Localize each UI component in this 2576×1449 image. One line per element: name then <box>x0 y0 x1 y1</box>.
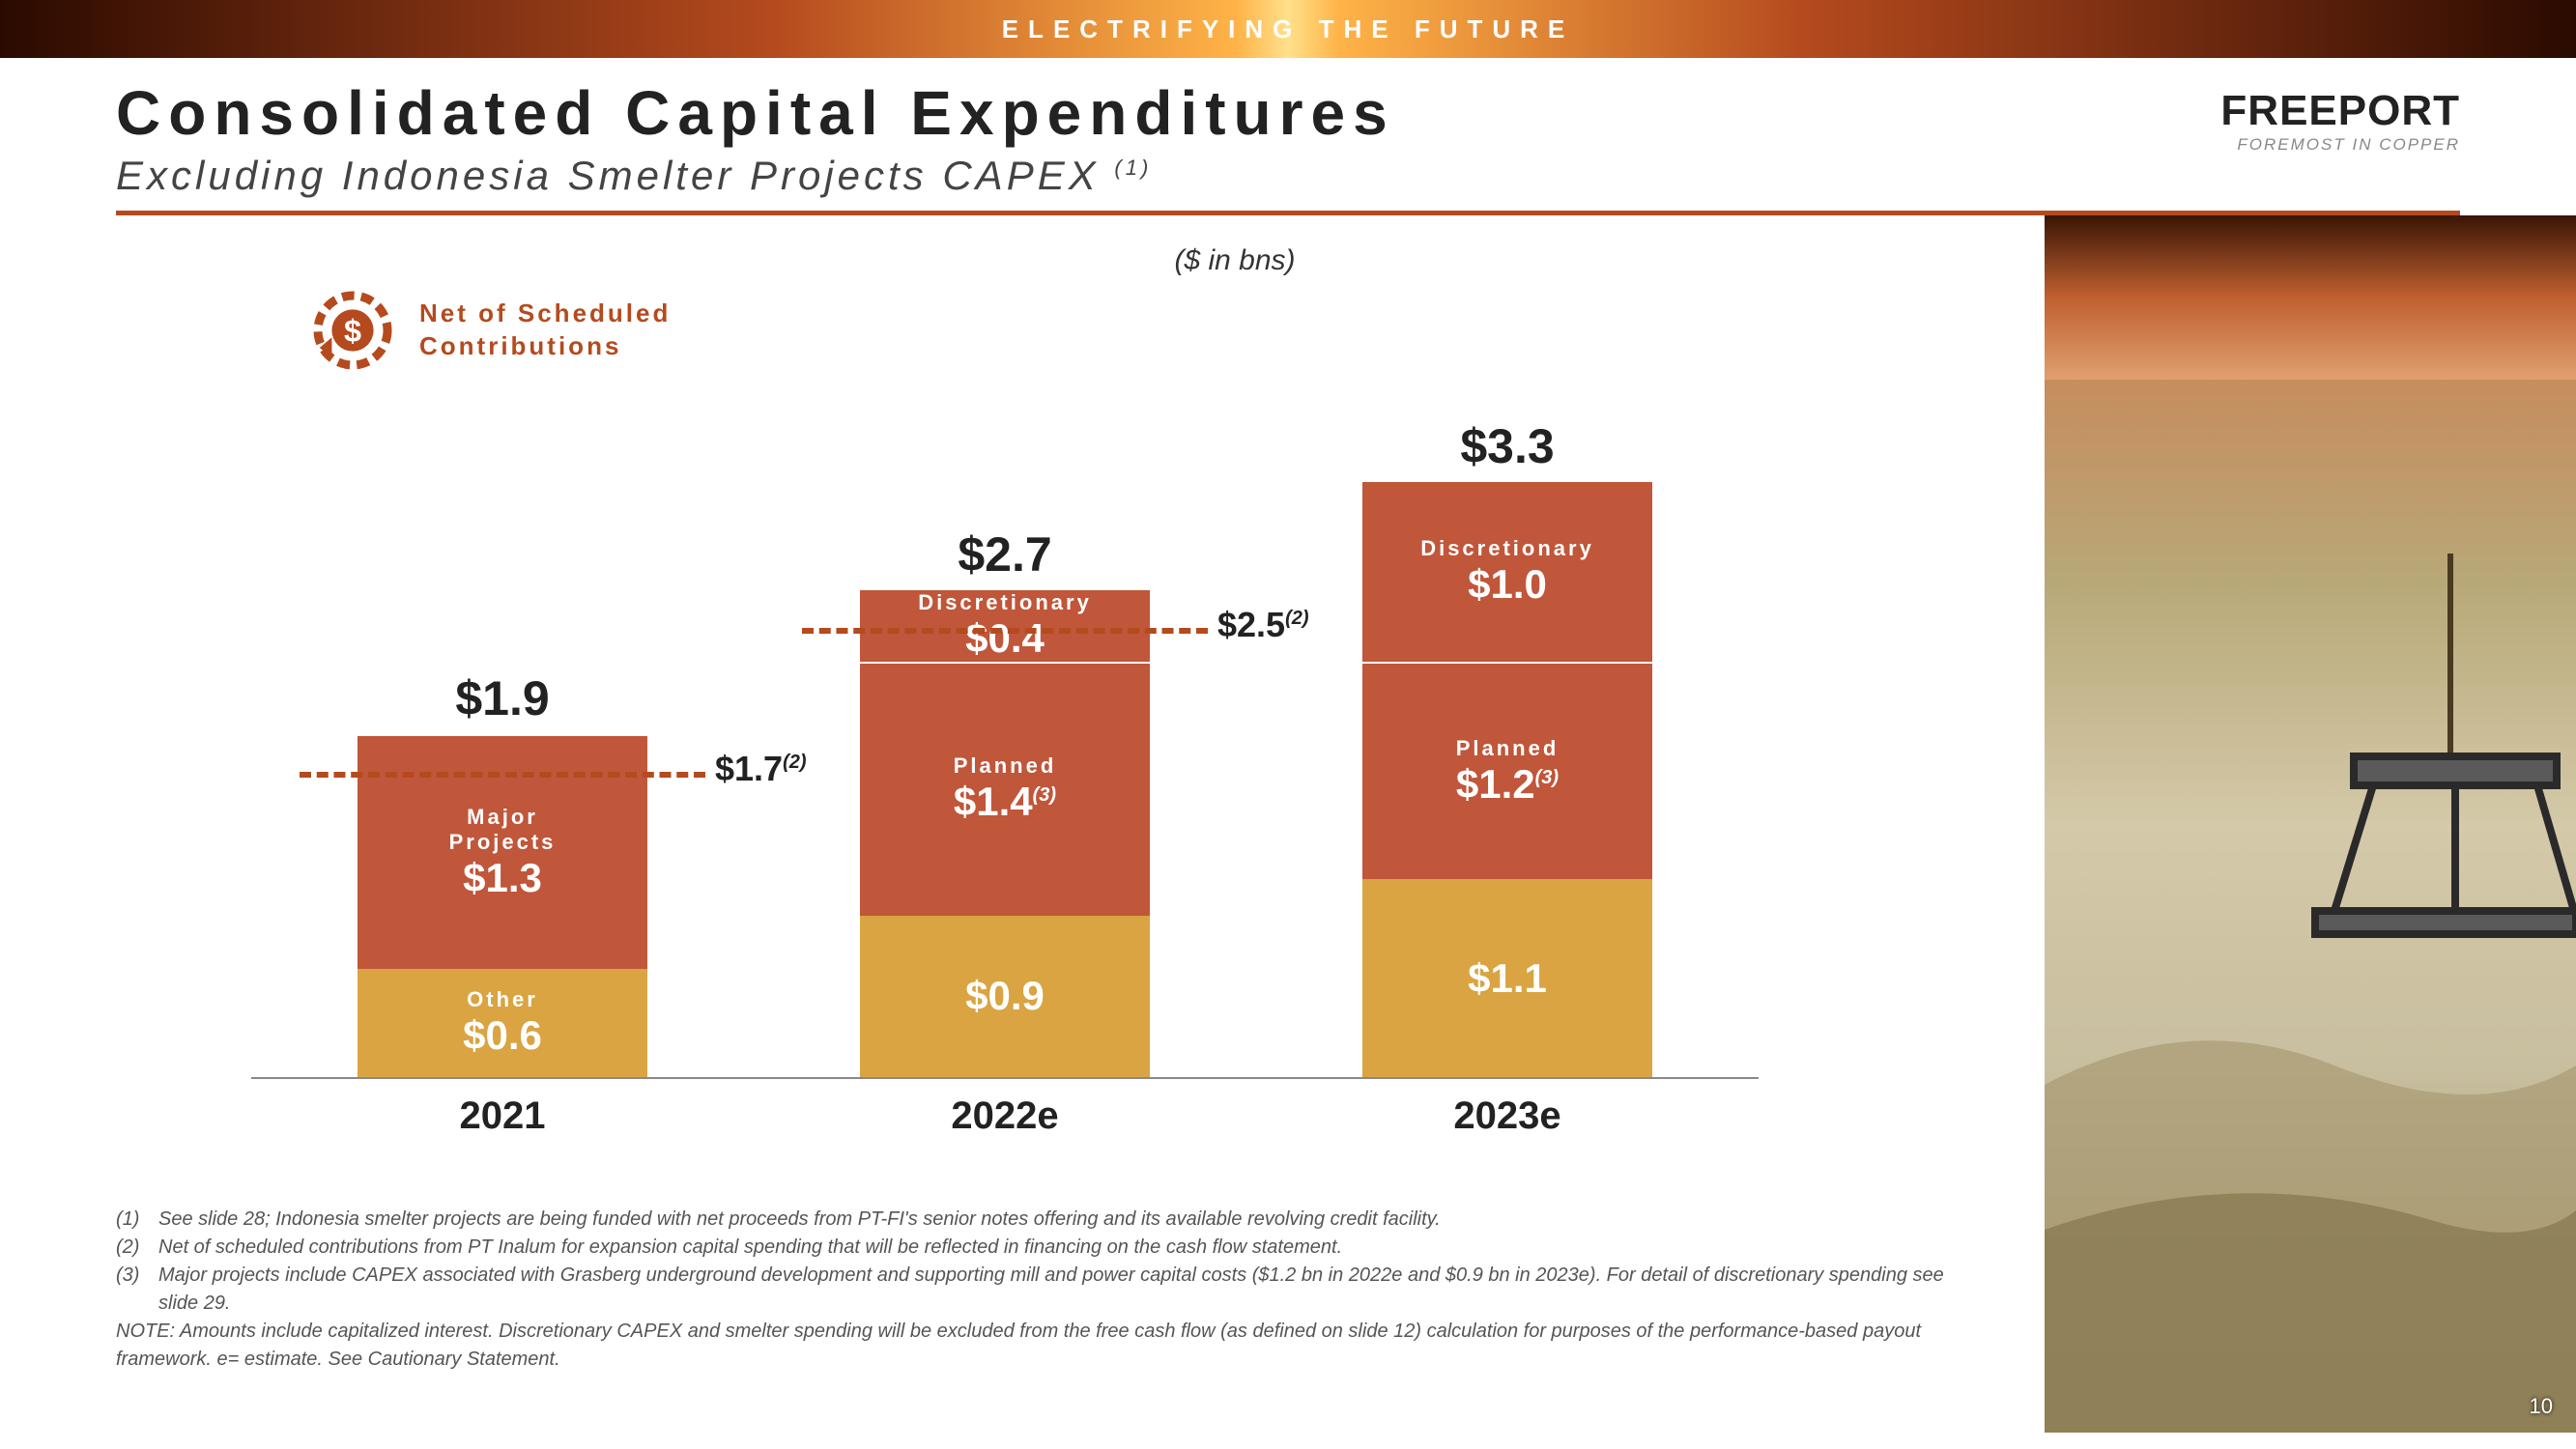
banner-text: ELECTRIFYING THE FUTURE <box>1002 14 1575 44</box>
dash-reference-line <box>300 772 705 778</box>
bar-segment: Discretionary$0.4 <box>860 590 1150 662</box>
page-number: 10 <box>2530 1394 2553 1419</box>
segment-label: Other <box>467 987 538 1012</box>
bar-total-label: $3.3 <box>1362 418 1652 474</box>
bar-segment: Discretionary$1.0 <box>1362 482 1652 662</box>
footnote-num: (2) <box>116 1234 158 1262</box>
bar-segment: Planned$1.4(3) <box>860 664 1150 915</box>
dash-reference-label: $2.5(2) <box>1217 605 1309 645</box>
segment-value: $1.3 <box>463 855 542 901</box>
segment-label: Planned <box>1456 736 1560 761</box>
footnote-num: (3) <box>116 1262 158 1318</box>
segment-value: $0.9 <box>965 973 1045 1019</box>
segment-value: $0.6 <box>463 1012 542 1059</box>
logo-sub: FOREMOST IN COPPER <box>2220 135 2460 155</box>
segment-value: $0.4 <box>965 615 1045 662</box>
page-subtitle: Excluding Indonesia Smelter Projects CAP… <box>116 153 2460 199</box>
bar-segment: $1.1 <box>1362 879 1652 1077</box>
segment-value: $1.4(3) <box>954 779 1056 825</box>
bar-segment: Other$0.6 <box>358 969 647 1077</box>
chart-column: ($ in bns) $ Net of Scheduled Contributi… <box>0 215 2045 1433</box>
logo-main: FREEPORT <box>2220 87 2460 135</box>
dash-reference-label: $1.7(2) <box>715 749 807 789</box>
footnote-text: Net of scheduled contributions from PT I… <box>158 1234 1342 1262</box>
segment-label: Discretionary <box>918 590 1092 615</box>
segment-label: Major <box>467 805 538 830</box>
bar-group: Discretionary$1.0Planned$1.2(3)$1.1$3.3 <box>1362 482 1652 1077</box>
mine-illustration <box>2045 215 2576 1433</box>
dash-reference-line <box>802 628 1208 634</box>
net-contributions-icon-row: $ Net of Scheduled Contributions <box>309 287 1987 374</box>
bar-group: Discretionary$0.4Planned$1.4(3)$0.9$2.7 <box>860 590 1150 1077</box>
units-label: ($ in bns) <box>483 244 1987 277</box>
footnote: (2)Net of scheduled contributions from P… <box>116 1234 1952 1262</box>
footnote-num: (1) <box>116 1206 158 1234</box>
segment-value: $1.0 <box>1468 561 1547 608</box>
icon-label: Net of Scheduled Contributions <box>419 298 671 363</box>
company-logo: FREEPORT FOREMOST IN COPPER <box>2220 87 2460 155</box>
x-axis-label: 2022e <box>860 1094 1150 1138</box>
bar-segment: $0.9 <box>860 916 1150 1077</box>
bar-group: MajorProjects$1.3Other$0.6$1.9 <box>358 736 647 1077</box>
footnote: (3)Major projects include CAPEX associat… <box>116 1262 1952 1318</box>
header: Consolidated Capital Expenditures Exclud… <box>0 58 2576 215</box>
footnote-text: See slide 28; Indonesia smelter projects… <box>158 1206 1441 1234</box>
icon-label-line1: Net of Scheduled <box>419 298 671 330</box>
icon-label-line2: Contributions <box>419 330 671 363</box>
page-title: Consolidated Capital Expenditures <box>116 77 2460 149</box>
x-axis: 2021 2022e 2023e <box>251 1094 1759 1138</box>
bars-row: MajorProjects$1.3 Other$0.6 $1.9 Discretion… <box>251 403 1759 1077</box>
x-axis-label: 2021 <box>358 1094 647 1138</box>
side-photo: 10 <box>2045 215 2576 1433</box>
bar-chart: MajorProjects$1.3 Other$0.6 $1.9 Discretion… <box>251 403 1759 1079</box>
segment-label: Discretionary <box>1420 536 1594 561</box>
bar-segment: Planned$1.2(3) <box>1362 664 1652 879</box>
svg-text:$: $ <box>344 314 361 349</box>
segment-value: $1.1 <box>1468 955 1547 1002</box>
segment-label: Projects <box>449 830 557 855</box>
dollar-cycle-icon: $ <box>309 287 396 374</box>
footnote-note: NOTE: Amounts include capitalized intere… <box>116 1318 1952 1374</box>
footnote-text: Major projects include CAPEX associated … <box>158 1262 1952 1318</box>
subtitle-sup: (1) <box>1114 156 1152 180</box>
segment-label: Planned <box>954 753 1057 779</box>
content-wrap: ($ in bns) $ Net of Scheduled Contributi… <box>0 215 2576 1433</box>
x-axis-label: 2023e <box>1362 1094 1652 1138</box>
bar-total-label: $1.9 <box>358 670 647 726</box>
segment-value: $1.2(3) <box>1456 761 1559 808</box>
footnote: (1)See slide 28; Indonesia smelter proje… <box>116 1206 1952 1234</box>
subtitle-text: Excluding Indonesia Smelter Projects CAP… <box>116 153 1114 198</box>
footnotes: (1)See slide 28; Indonesia smelter proje… <box>116 1206 1952 1374</box>
top-banner: ELECTRIFYING THE FUTURE <box>0 0 2576 58</box>
bar-total-label: $2.7 <box>860 526 1150 582</box>
